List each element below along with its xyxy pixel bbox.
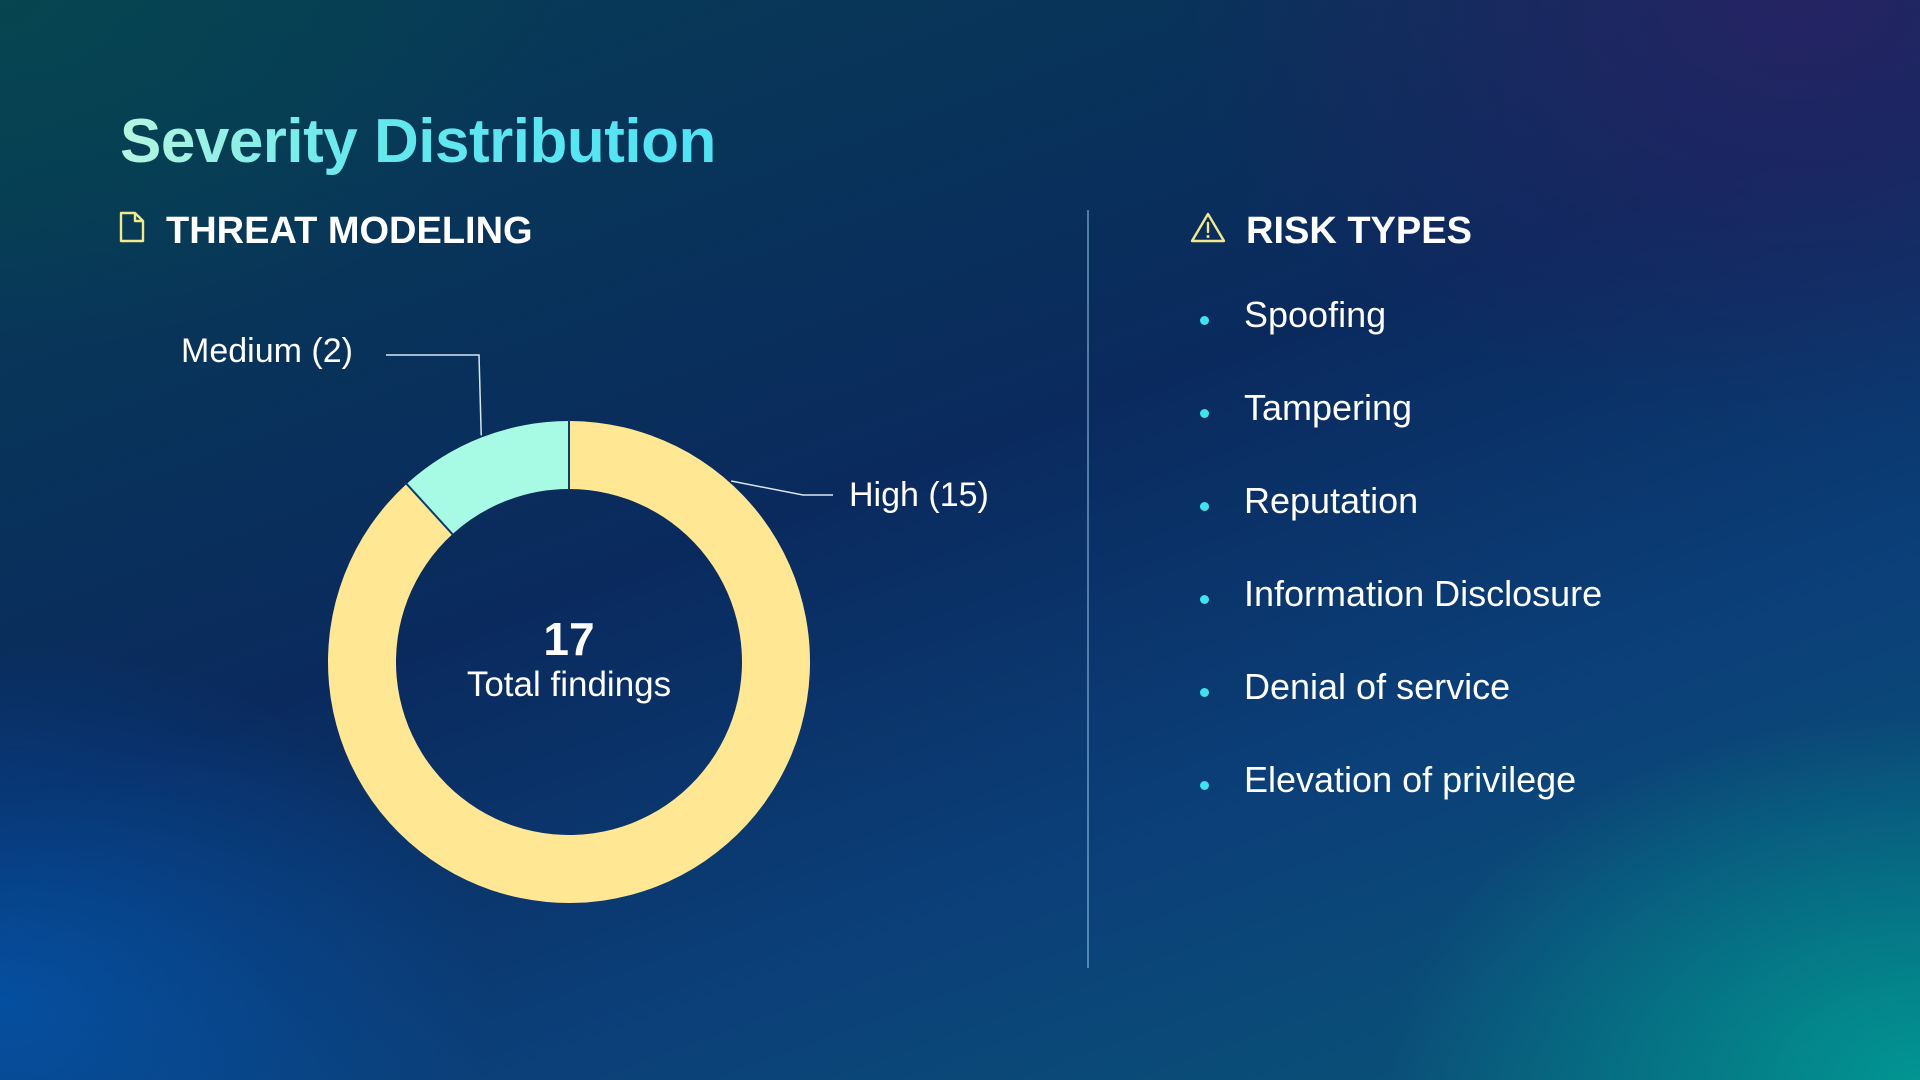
list-item: Elevation of privilege	[1200, 759, 1602, 852]
total-findings-value: 17	[543, 613, 595, 665]
list-item: Information Disclosure	[1200, 573, 1602, 666]
slice-label-high: High (15)	[849, 476, 989, 514]
list-item: Denial of service	[1200, 666, 1602, 759]
leader-line-high	[731, 480, 833, 496]
list-item: Spoofing	[1200, 294, 1602, 387]
risk-type-label: Reputation	[1244, 480, 1419, 521]
list-item: Tampering	[1200, 387, 1602, 480]
risk-types-label: RISK TYPES	[1246, 210, 1472, 252]
bullet-icon	[1200, 688, 1209, 697]
list-item: Reputation	[1200, 480, 1602, 573]
risk-type-label: Elevation of privilege	[1244, 759, 1577, 800]
risk-type-label: Information Disclosure	[1244, 573, 1603, 614]
severity-donut-chart: 17 Total findings Medium (2) High (15)	[181, 332, 989, 904]
risk-type-label: Spoofing	[1244, 294, 1387, 335]
threat-modeling-label: THREAT MODELING	[166, 210, 533, 252]
bullet-icon	[1200, 316, 1209, 325]
warning-triangle-icon	[1190, 210, 1226, 253]
risk-type-label: Tampering	[1244, 387, 1413, 428]
slice-label-medium: Medium (2)	[181, 332, 353, 370]
document-icon	[118, 210, 146, 253]
section-divider	[1087, 210, 1089, 968]
risk-type-label: Denial of service	[1244, 666, 1511, 707]
slice-separator	[405, 482, 454, 536]
threat-modeling-heading: THREAT MODELING	[118, 210, 533, 253]
risk-types-list: Spoofing Tampering Reputation Informatio…	[1200, 294, 1602, 852]
bullet-icon	[1200, 781, 1209, 790]
bullet-icon	[1200, 595, 1209, 604]
leader-line-medium	[386, 354, 482, 436]
total-findings-label: Total findings	[466, 665, 672, 704]
donut-slice-medium	[406, 421, 569, 535]
bullet-icon	[1200, 409, 1209, 418]
slide-title: Severity Distribution	[120, 107, 716, 176]
risk-types-heading: RISK TYPES	[1190, 210, 1472, 253]
bullet-icon	[1200, 502, 1209, 511]
